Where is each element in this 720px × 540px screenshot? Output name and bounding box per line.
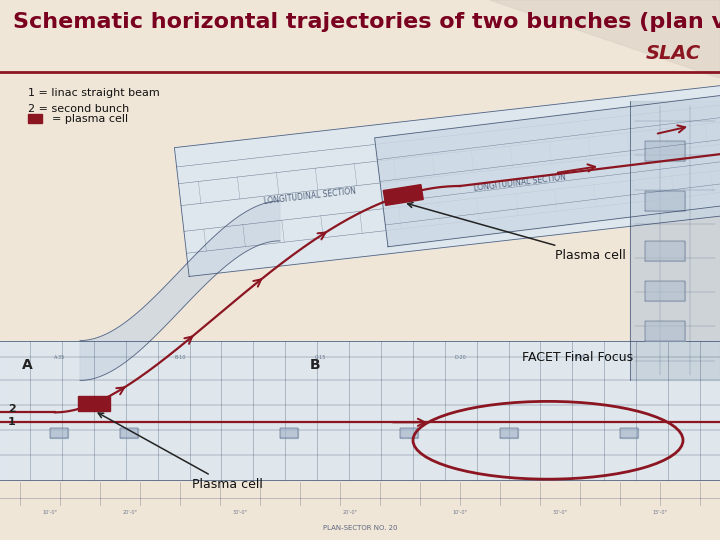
Text: Plasma cell: Plasma cell — [98, 413, 263, 491]
Polygon shape — [500, 428, 518, 438]
Polygon shape — [630, 101, 720, 381]
Text: B: B — [310, 359, 320, 373]
Text: B-10: B-10 — [174, 355, 186, 360]
Text: 20'-0": 20'-0" — [122, 510, 138, 515]
Text: 30'-0": 30'-0" — [233, 510, 248, 515]
Text: D-20: D-20 — [454, 355, 466, 360]
Polygon shape — [280, 428, 298, 438]
Text: 30'-0": 30'-0" — [553, 510, 567, 515]
Text: E-05: E-05 — [575, 355, 585, 360]
Polygon shape — [120, 428, 138, 438]
Polygon shape — [174, 85, 720, 276]
Polygon shape — [645, 191, 685, 211]
Polygon shape — [645, 281, 685, 301]
Text: 10'-0": 10'-0" — [453, 510, 467, 515]
Text: 2 = second bunch: 2 = second bunch — [28, 104, 130, 114]
Polygon shape — [50, 428, 68, 438]
Text: LONGITUDINAL SECTION: LONGITUDINAL SECTION — [264, 186, 356, 206]
Polygon shape — [490, 0, 720, 78]
Bar — [383, 185, 423, 205]
Text: PLAN-SECTOR NO. 20: PLAN-SECTOR NO. 20 — [323, 525, 397, 531]
Text: C-15: C-15 — [315, 355, 325, 360]
Polygon shape — [620, 428, 638, 438]
Text: A: A — [22, 359, 32, 373]
Polygon shape — [645, 241, 685, 261]
Text: 15'-0": 15'-0" — [652, 510, 667, 515]
Polygon shape — [80, 201, 280, 381]
Polygon shape — [0, 341, 720, 480]
Text: 1: 1 — [8, 417, 16, 427]
Text: 10'-0": 10'-0" — [42, 510, 58, 515]
Text: FACET Final Focus: FACET Final Focus — [523, 350, 634, 363]
Text: 20'-0": 20'-0" — [343, 510, 357, 515]
Polygon shape — [400, 428, 418, 438]
Polygon shape — [374, 96, 720, 247]
Text: Schematic horizontal trajectories of two bunches (plan view): Schematic horizontal trajectories of two… — [13, 12, 720, 32]
Polygon shape — [645, 321, 685, 341]
Text: Plasma cell: Plasma cell — [408, 202, 626, 262]
Text: 2: 2 — [8, 404, 16, 414]
Text: 1 = linac straight beam: 1 = linac straight beam — [28, 88, 160, 98]
Text: A-35: A-35 — [55, 355, 66, 360]
Bar — [28, 114, 42, 123]
Text: LONGITUDINAL SECTION: LONGITUDINAL SECTION — [473, 173, 567, 193]
Text: = plasma cell: = plasma cell — [45, 114, 128, 124]
Bar — [78, 396, 110, 411]
Polygon shape — [645, 141, 685, 161]
Text: SLAC: SLAC — [646, 44, 701, 63]
